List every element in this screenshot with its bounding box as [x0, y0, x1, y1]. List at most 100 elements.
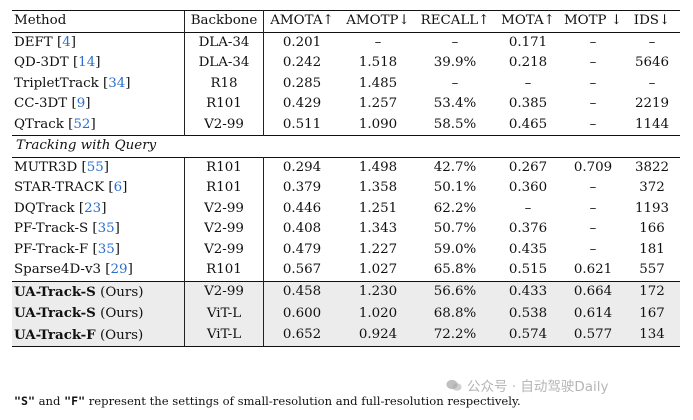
method-cell: PF-Track-S [35]	[14, 221, 120, 236]
footnote-s: "S"	[14, 394, 35, 408]
method-name: UA-Track-S	[14, 305, 96, 321]
method-cell: MUTR3D [55]	[12, 156, 185, 178]
method-name: QTrack	[14, 116, 64, 132]
citation-link[interactable]: 55	[86, 159, 104, 175]
mota-cell: 0.538	[494, 303, 562, 325]
citation-link[interactable]: 35	[97, 221, 115, 236]
mota-cell: 0.376	[508, 221, 548, 236]
ours-suffix: (Ours)	[100, 306, 144, 321]
amota-cell: 0.285	[282, 75, 322, 91]
motp-cell: –	[589, 96, 597, 111]
header-motp: MOTP ↓	[562, 10, 624, 32]
footnote: "S" and "F" represent the settings of sm…	[14, 394, 521, 408]
citation-link[interactable]: 23	[84, 200, 102, 216]
ids-cell: –	[624, 31, 680, 53]
ids-cell: –	[648, 75, 656, 91]
backbone-cell: R18	[184, 73, 264, 94]
ids-cell: 557	[639, 262, 665, 277]
table-row: DQTrack [23] V2-99 0.446 1.251 62.2% – – 1193	[12, 198, 680, 219]
method-cell: DQTrack [23]	[14, 200, 107, 216]
method-name: UA-Track-F	[14, 326, 96, 343]
mota-cell: 0.267	[494, 156, 562, 178]
backbone-cell: V2-99	[184, 280, 264, 303]
recall-cell: 58.5%	[433, 116, 477, 132]
backbone-cell: V2-99	[184, 239, 264, 260]
amotp-cell: 1.518	[358, 55, 398, 70]
method-cell: TripletTrack [34]	[14, 75, 131, 91]
method-cell: QTrack [52]	[14, 116, 96, 132]
table-row: DEFT [4] DLA-34 0.201– –0.171– –	[12, 31, 680, 53]
citation-link[interactable]: 35	[97, 241, 115, 257]
backbone-cell: V2-99	[184, 198, 264, 219]
recall-cell: –	[416, 31, 494, 53]
table-row: QD-3DT [14] DLA-34 0.242 1.518 39.9% 0.218 – 56…	[12, 53, 680, 74]
motp-cell: –	[589, 200, 597, 216]
method-name: UA-Track-S	[14, 283, 96, 300]
ids-cell: 167	[624, 303, 680, 325]
ids-cell: 3822	[624, 156, 680, 178]
amotp-cell: –	[340, 31, 416, 53]
citation-link[interactable]: 9	[76, 96, 86, 111]
ids-cell: 134	[624, 324, 680, 347]
backbone-cell: R101	[184, 156, 264, 178]
table-row: UA-Track-S (Ours) V2-99 0.458 1.230 56.6% 0.4…	[12, 280, 680, 303]
method-cell: CC-3DT [9]	[14, 96, 91, 111]
citation-link[interactable]: 14	[78, 55, 96, 70]
table-row: QTrack [52] V2-99 0.511 1.090 58.5% 0.465 – 114…	[12, 114, 680, 136]
mota-cell: 0.574	[494, 324, 562, 347]
ids-cell: 5646	[634, 55, 670, 70]
ids-cell: 372	[639, 180, 665, 195]
amotp-cell: 1.090	[358, 116, 398, 132]
mota-cell: 0.360	[508, 180, 548, 195]
header-amotp: AMOTP↓	[340, 10, 416, 32]
recall-cell: 53.4%	[433, 96, 477, 111]
citation-link[interactable]: 6	[113, 180, 123, 195]
recall-cell: 65.8%	[433, 262, 477, 277]
backbone-cell: DLA-34	[184, 53, 264, 74]
table-row: UA-Track-F (Ours) ViT-L 0.652 0.924 72.2% 0.5…	[12, 324, 680, 347]
header-amota: AMOTA↑	[263, 10, 340, 32]
amotp-cell: 1.257	[358, 96, 398, 111]
header-method: Method	[12, 10, 185, 32]
amotp-cell: 1.498	[340, 156, 416, 178]
wechat-icon	[446, 379, 462, 391]
watermark: 公众号 · 自动驾驶Daily	[446, 375, 609, 395]
citation-link[interactable]: 29	[110, 262, 128, 277]
method-cell: UA-Track-S (Ours)	[12, 303, 185, 325]
motp-cell: –	[589, 75, 597, 91]
amotp-cell: 1.020	[340, 303, 416, 325]
motp-cell: 0.664	[562, 280, 624, 303]
method-cell: STAR-TRACK [6]	[14, 180, 128, 195]
backbone-cell: ViT-L	[184, 303, 264, 325]
table-body: DEFT [4] DLA-34 0.201– –0.171– – QD-3DT [14] D…	[12, 31, 680, 347]
ids-cell: 181	[639, 241, 665, 257]
citation-link[interactable]: 34	[108, 75, 126, 91]
table-row: PF-Track-F [35] V2-99 0.479 1.227 59.0% 0.435…	[12, 239, 680, 260]
amota-cell: 0.429	[282, 96, 322, 111]
motp-cell: –	[589, 180, 597, 195]
method-cell: DEFT [4]	[12, 31, 185, 53]
method-name: DEFT	[14, 34, 53, 50]
ours-suffix: (Ours)	[100, 284, 144, 300]
amota-cell: 0.201	[263, 31, 340, 53]
motp-cell: –	[589, 221, 597, 236]
backbone-cell: V2-99	[184, 219, 264, 240]
amota-cell: 0.600	[263, 303, 340, 325]
method-name: PF-Track-F	[14, 241, 89, 257]
method-name: DQTrack	[14, 200, 75, 216]
footnote-and: and	[34, 394, 65, 408]
method-cell: UA-Track-F (Ours)	[12, 324, 185, 347]
citation-link[interactable]: 4	[62, 34, 71, 50]
citation-link[interactable]: 52	[73, 116, 91, 132]
backbone-cell: R101	[184, 178, 264, 199]
method-name: Sparse4D-v3	[14, 262, 102, 277]
amota-cell: 0.242	[282, 55, 322, 70]
ids-cell: 172	[624, 280, 680, 303]
method-name: TripletTrack	[14, 75, 99, 91]
mota-cell: –	[524, 200, 532, 216]
amota-cell: 0.294	[263, 156, 340, 178]
header-row: Method Backbone AMOTA↑ AMOTP↓ RECALL↑ MO…	[12, 10, 680, 32]
amotp-cell: 1.027	[358, 262, 398, 277]
recall-cell: 50.1%	[433, 180, 477, 195]
method-cell: PF-Track-F [35]	[14, 241, 121, 257]
